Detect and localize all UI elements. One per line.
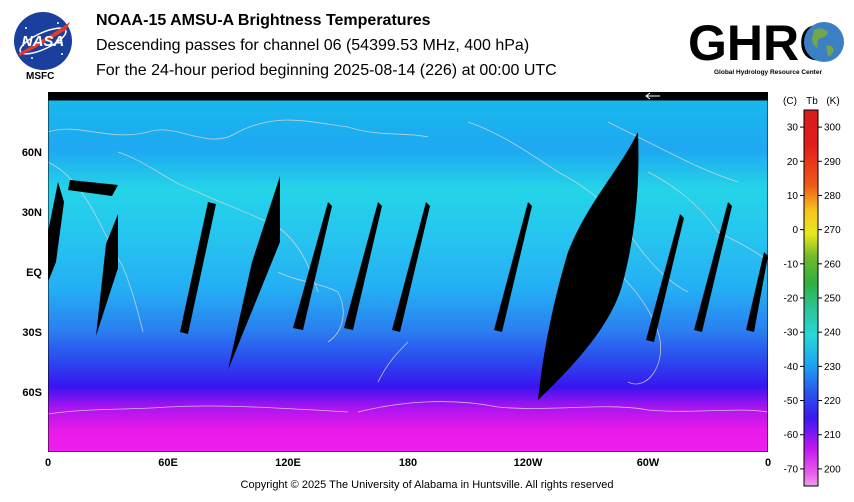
lon-label-60w: 60W (636, 457, 660, 469)
lat-label-eq: EQ (26, 267, 42, 279)
colorbar-celsius-label: -20 (784, 294, 799, 305)
lon-label-120e: 120E (275, 457, 301, 469)
msfc-label: MSFC (26, 71, 55, 82)
colorbar-kelvin-label: 220 (824, 396, 841, 407)
colorbar-celsius-label: 0 (792, 225, 798, 236)
colorbar-header-k: (K) (826, 96, 839, 107)
lon-label-120w: 120W (513, 457, 543, 469)
colorbar-celsius-label: -70 (784, 464, 799, 475)
colorbar-celsius-label: -50 (784, 396, 799, 407)
colorbar-celsius-label: 20 (787, 157, 799, 168)
colorbar-celsius-label: -40 (784, 362, 799, 373)
colorbar-header-c: (C) (783, 96, 797, 107)
page-title: NOAA-15 AMSU-A Brightness Temperatures (96, 12, 431, 29)
lat-label-30s: 30S (22, 327, 42, 339)
colorbar-kelvin-label: 210 (824, 430, 841, 441)
colorbar-celsius-label: -60 (784, 430, 799, 441)
lon-label-180: 180 (398, 457, 418, 469)
ghrc-logo-subtitle: Global Hydrology Resource Center (714, 69, 822, 76)
period-label: For the 24-hour period beginning 2025-08… (96, 62, 557, 79)
colorbar-gradient (803, 109, 819, 487)
lon-label-0-right: 0 (764, 457, 772, 469)
arrow-marker (645, 92, 660, 100)
colorbar-celsius-label: 30 (787, 123, 799, 134)
colorbar-header-tb: Tb (806, 96, 818, 107)
colorbar-celsius-label: 10 (787, 191, 799, 202)
ghrc-logo: GHRC Global Hydrology Resource Center (688, 15, 844, 76)
copyright-notice: Copyright © 2025 The University of Alaba… (240, 479, 614, 491)
nasa-logo-text: NASA (22, 33, 65, 50)
lat-label-60n: 60N (21, 147, 42, 159)
colorbar-kelvin-label: 250 (824, 294, 841, 305)
colorbar: (C) Tb (K) 300 30 290 20 280 10 270 0 260 -10 250 -… (783, 96, 841, 487)
colorbar-kelvin-label: 200 (824, 464, 841, 475)
colorbar-kelvin-label: 260 (824, 259, 841, 270)
lon-label-0-left: 0 (44, 457, 52, 469)
lat-label-30n: 30N (21, 207, 42, 219)
colorbar-celsius-label: -10 (784, 259, 799, 270)
colorbar-kelvin-label: 290 (824, 157, 841, 168)
page-subtitle: Descending passes for channel 06 (54399.… (96, 37, 530, 54)
colorbar-kelvin-label: 300 (824, 123, 841, 134)
colorbar-kelvin-label: 240 (824, 328, 841, 339)
brightness-temperature-map (48, 92, 768, 452)
lon-label-60e: 60E (158, 457, 178, 469)
orbit-gaps (48, 132, 768, 400)
colorbar-kelvin-label: 230 (824, 362, 841, 373)
colorbar-kelvin-label: 270 (824, 225, 841, 236)
lat-label-60s: 60S (22, 387, 42, 399)
colorbar-kelvin-label: 280 (824, 191, 841, 202)
colorbar-celsius-label: -30 (784, 328, 799, 339)
nasa-logo: NASA (14, 12, 72, 70)
